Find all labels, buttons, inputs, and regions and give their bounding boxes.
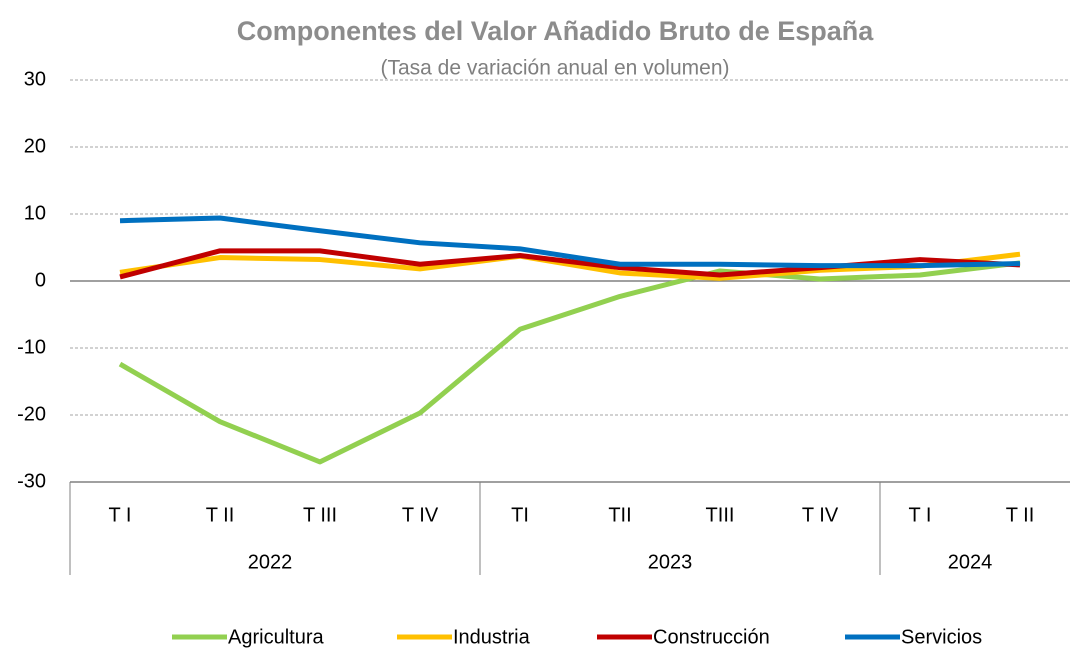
y-tick-label: 0 [35,269,46,291]
chart-title: Componentes del Valor Añadido Bruto de E… [237,16,875,46]
x-group-label: 2023 [648,551,693,573]
legend-label: Industria [453,626,531,648]
y-tick-label: -20 [17,403,46,425]
x-tick-label: T IV [802,504,839,526]
series-line [118,260,1021,465]
x-tick-label: T I [109,504,132,526]
x-tick-label: T IV [402,504,439,526]
x-tick-label: T III [303,504,337,526]
x-tick-label: T I [909,504,932,526]
y-tick-label: -10 [17,336,46,358]
x-tick-label: TIII [706,504,735,526]
y-tick-label: 20 [24,135,46,157]
x-tick-label: T II [1006,504,1035,526]
series-line [119,215,1021,269]
series-line [119,251,1021,281]
legend-label: Construcción [653,626,770,648]
x-tick-label: TII [608,504,631,526]
x-group-label: 2024 [948,551,993,573]
x-tick-label: TI [511,504,529,526]
y-tick-label: -30 [17,470,46,492]
y-tick-label: 10 [24,202,46,224]
legend-label: Servicios [901,626,982,648]
legend-label: Agricultura [228,626,324,648]
y-tick-label: 30 [24,68,46,90]
x-tick-label: T II [206,504,235,526]
chart-subtitle: (Tasa de variación anual en volumen) [380,57,729,80]
x-group-label: 2022 [248,551,293,573]
